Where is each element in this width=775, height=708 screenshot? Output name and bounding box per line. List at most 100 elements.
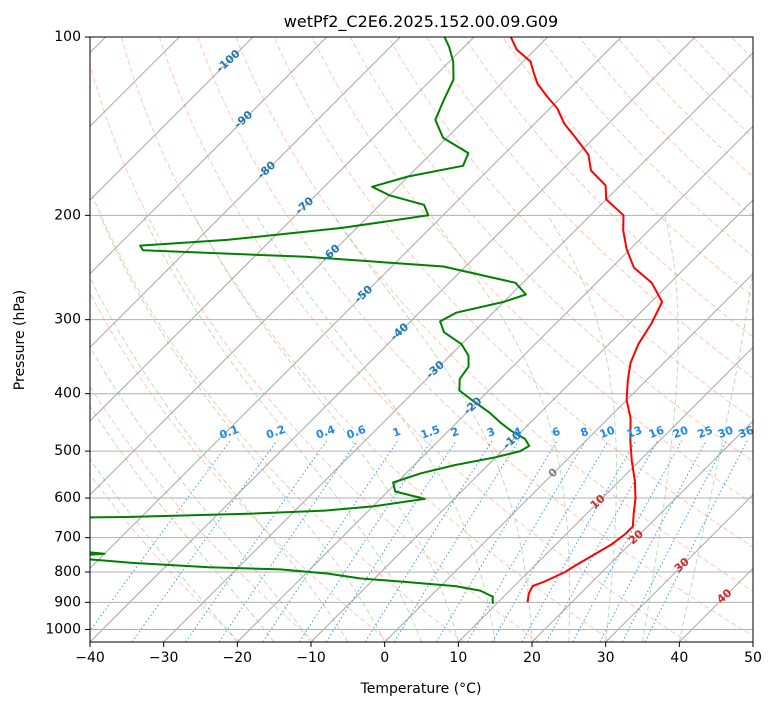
mixing-ratio-line xyxy=(491,440,609,642)
dry-adiabat xyxy=(464,37,753,338)
isotherm-line xyxy=(752,641,753,642)
dry-adiabat xyxy=(654,37,753,139)
mixing-ratio-line xyxy=(467,440,587,642)
isotherm-line xyxy=(90,37,696,642)
mixing-ratio-label: 36 xyxy=(737,423,756,441)
mixing-ratio-label: 2 xyxy=(449,425,461,440)
x-tick-label: −40 xyxy=(75,650,105,666)
isotherm-line xyxy=(457,346,753,642)
isotherm-line xyxy=(605,493,753,642)
moist-adiabat xyxy=(99,215,386,642)
mixing-ratio-label: 3 xyxy=(485,425,497,440)
temperature-profile-line xyxy=(509,37,664,603)
dry-adiabat xyxy=(90,292,390,642)
axes: −40 −30 −20 −10 0 10 20 30 40 50 100 200 300 400 500 6 0… xyxy=(45,29,762,666)
moist-adiabat xyxy=(90,345,312,642)
dry-adiabat xyxy=(90,62,540,642)
x-tick-label: 40 xyxy=(670,650,688,666)
dry-adiabat xyxy=(90,473,241,642)
x-tick-label: −10 xyxy=(296,650,326,666)
x-tick-label: 20 xyxy=(523,650,541,666)
y-tick-label: 900 xyxy=(54,594,81,610)
mixing-ratio-line xyxy=(298,440,432,642)
x-tick-label: 50 xyxy=(744,650,762,666)
moist-adiabat xyxy=(90,458,238,642)
mixing-ratio-label: 1 xyxy=(391,425,403,440)
dry-adiabat xyxy=(90,188,465,642)
y-tick-label: 300 xyxy=(54,312,81,328)
dry-adiabat xyxy=(425,37,753,379)
x-tick-label: 0 xyxy=(380,650,389,666)
isotherm-line xyxy=(236,125,753,642)
mixing-ratio-label: 16 xyxy=(647,423,666,441)
mixing-ratio-label: 13 xyxy=(625,424,644,441)
isotherm-line xyxy=(384,272,753,642)
isotherm-line xyxy=(678,567,753,642)
isotherm-line xyxy=(90,37,328,275)
isotherm-line xyxy=(90,37,549,496)
y-tick-label: 200 xyxy=(54,207,81,223)
chart-title: wetPf2_C2E6.2025.152.00.09.G09 xyxy=(284,12,558,32)
dry-adiabat xyxy=(387,37,753,420)
moist-adiabat xyxy=(547,215,617,642)
mixing-ratio-line xyxy=(131,440,278,642)
dry-adiabat xyxy=(692,37,753,99)
mixing-ratio-label: 30 xyxy=(716,423,735,441)
mixing-ratio-line xyxy=(262,440,399,642)
mixing-ratio-label: 8 xyxy=(579,425,591,440)
x-tick-label: 10 xyxy=(449,650,467,666)
moist-adiabat xyxy=(255,215,496,642)
mixing-ratio-label: 20 xyxy=(671,423,690,441)
moist-adiabat xyxy=(642,215,679,642)
dry-adiabat xyxy=(120,37,614,642)
mixing-ratio-line xyxy=(325,440,457,642)
dry-adiabat xyxy=(90,385,316,642)
mixing-ratio-line xyxy=(90,440,231,632)
mixing-ratio-line xyxy=(435,440,558,642)
y-axis-title: Pressure (hPa) xyxy=(12,290,28,390)
x-tick-label: 30 xyxy=(597,650,615,666)
x-axis-title: Temperature (°C) xyxy=(360,681,482,697)
isotherm-line xyxy=(90,37,401,349)
mixing-ratio-line xyxy=(364,440,493,642)
isotherm-line xyxy=(90,37,475,422)
dry-adiabat xyxy=(770,37,775,642)
y-tick-label: 800 xyxy=(54,564,81,580)
dry-adiabat xyxy=(197,37,753,637)
mixing-ratio-label: 25 xyxy=(696,424,715,441)
mixing-ratio-label: 0.1 xyxy=(218,423,241,442)
isotherm-line xyxy=(163,51,753,642)
isotherm-line xyxy=(531,420,753,642)
sounding-profiles xyxy=(90,37,664,604)
mixing-ratio-line xyxy=(218,440,358,642)
dry-adiabat xyxy=(349,37,753,462)
y-tick-label: 100 xyxy=(54,29,81,45)
mixing-ratio-line xyxy=(572,440,683,642)
mixing-ratio-line xyxy=(545,440,659,642)
dewpoint-profile-line xyxy=(90,37,531,604)
mixing-ratio-line xyxy=(393,440,520,642)
mixing-ratio-line xyxy=(644,440,748,642)
plot-background-lines xyxy=(90,37,775,642)
x-tick-label: −30 xyxy=(149,650,179,666)
y-tick-label: 500 xyxy=(54,443,81,459)
dry-adiabat xyxy=(159,37,689,642)
isotherm-line xyxy=(90,37,622,570)
y-tick-label: 400 xyxy=(54,386,81,402)
x-tick-label: −20 xyxy=(223,650,253,666)
moist-adiabat xyxy=(678,265,753,642)
mixing-ratio-label: 6 xyxy=(550,425,562,440)
dry-adiabat xyxy=(235,37,753,592)
isotherm-line xyxy=(310,199,753,642)
moist-adiabat xyxy=(193,215,459,642)
isotherm-line xyxy=(90,37,254,201)
mixing-ratio-label: 0.6 xyxy=(345,423,368,442)
moist-adiabat xyxy=(430,215,571,642)
y-tick-label: 700 xyxy=(54,530,81,546)
mixing-ratio-label: 0.2 xyxy=(264,423,287,442)
y-tick-label: 1000 xyxy=(45,621,81,637)
dry-adiabat xyxy=(578,37,753,218)
plot-frame xyxy=(89,36,754,643)
dry-adiabat xyxy=(273,37,753,548)
